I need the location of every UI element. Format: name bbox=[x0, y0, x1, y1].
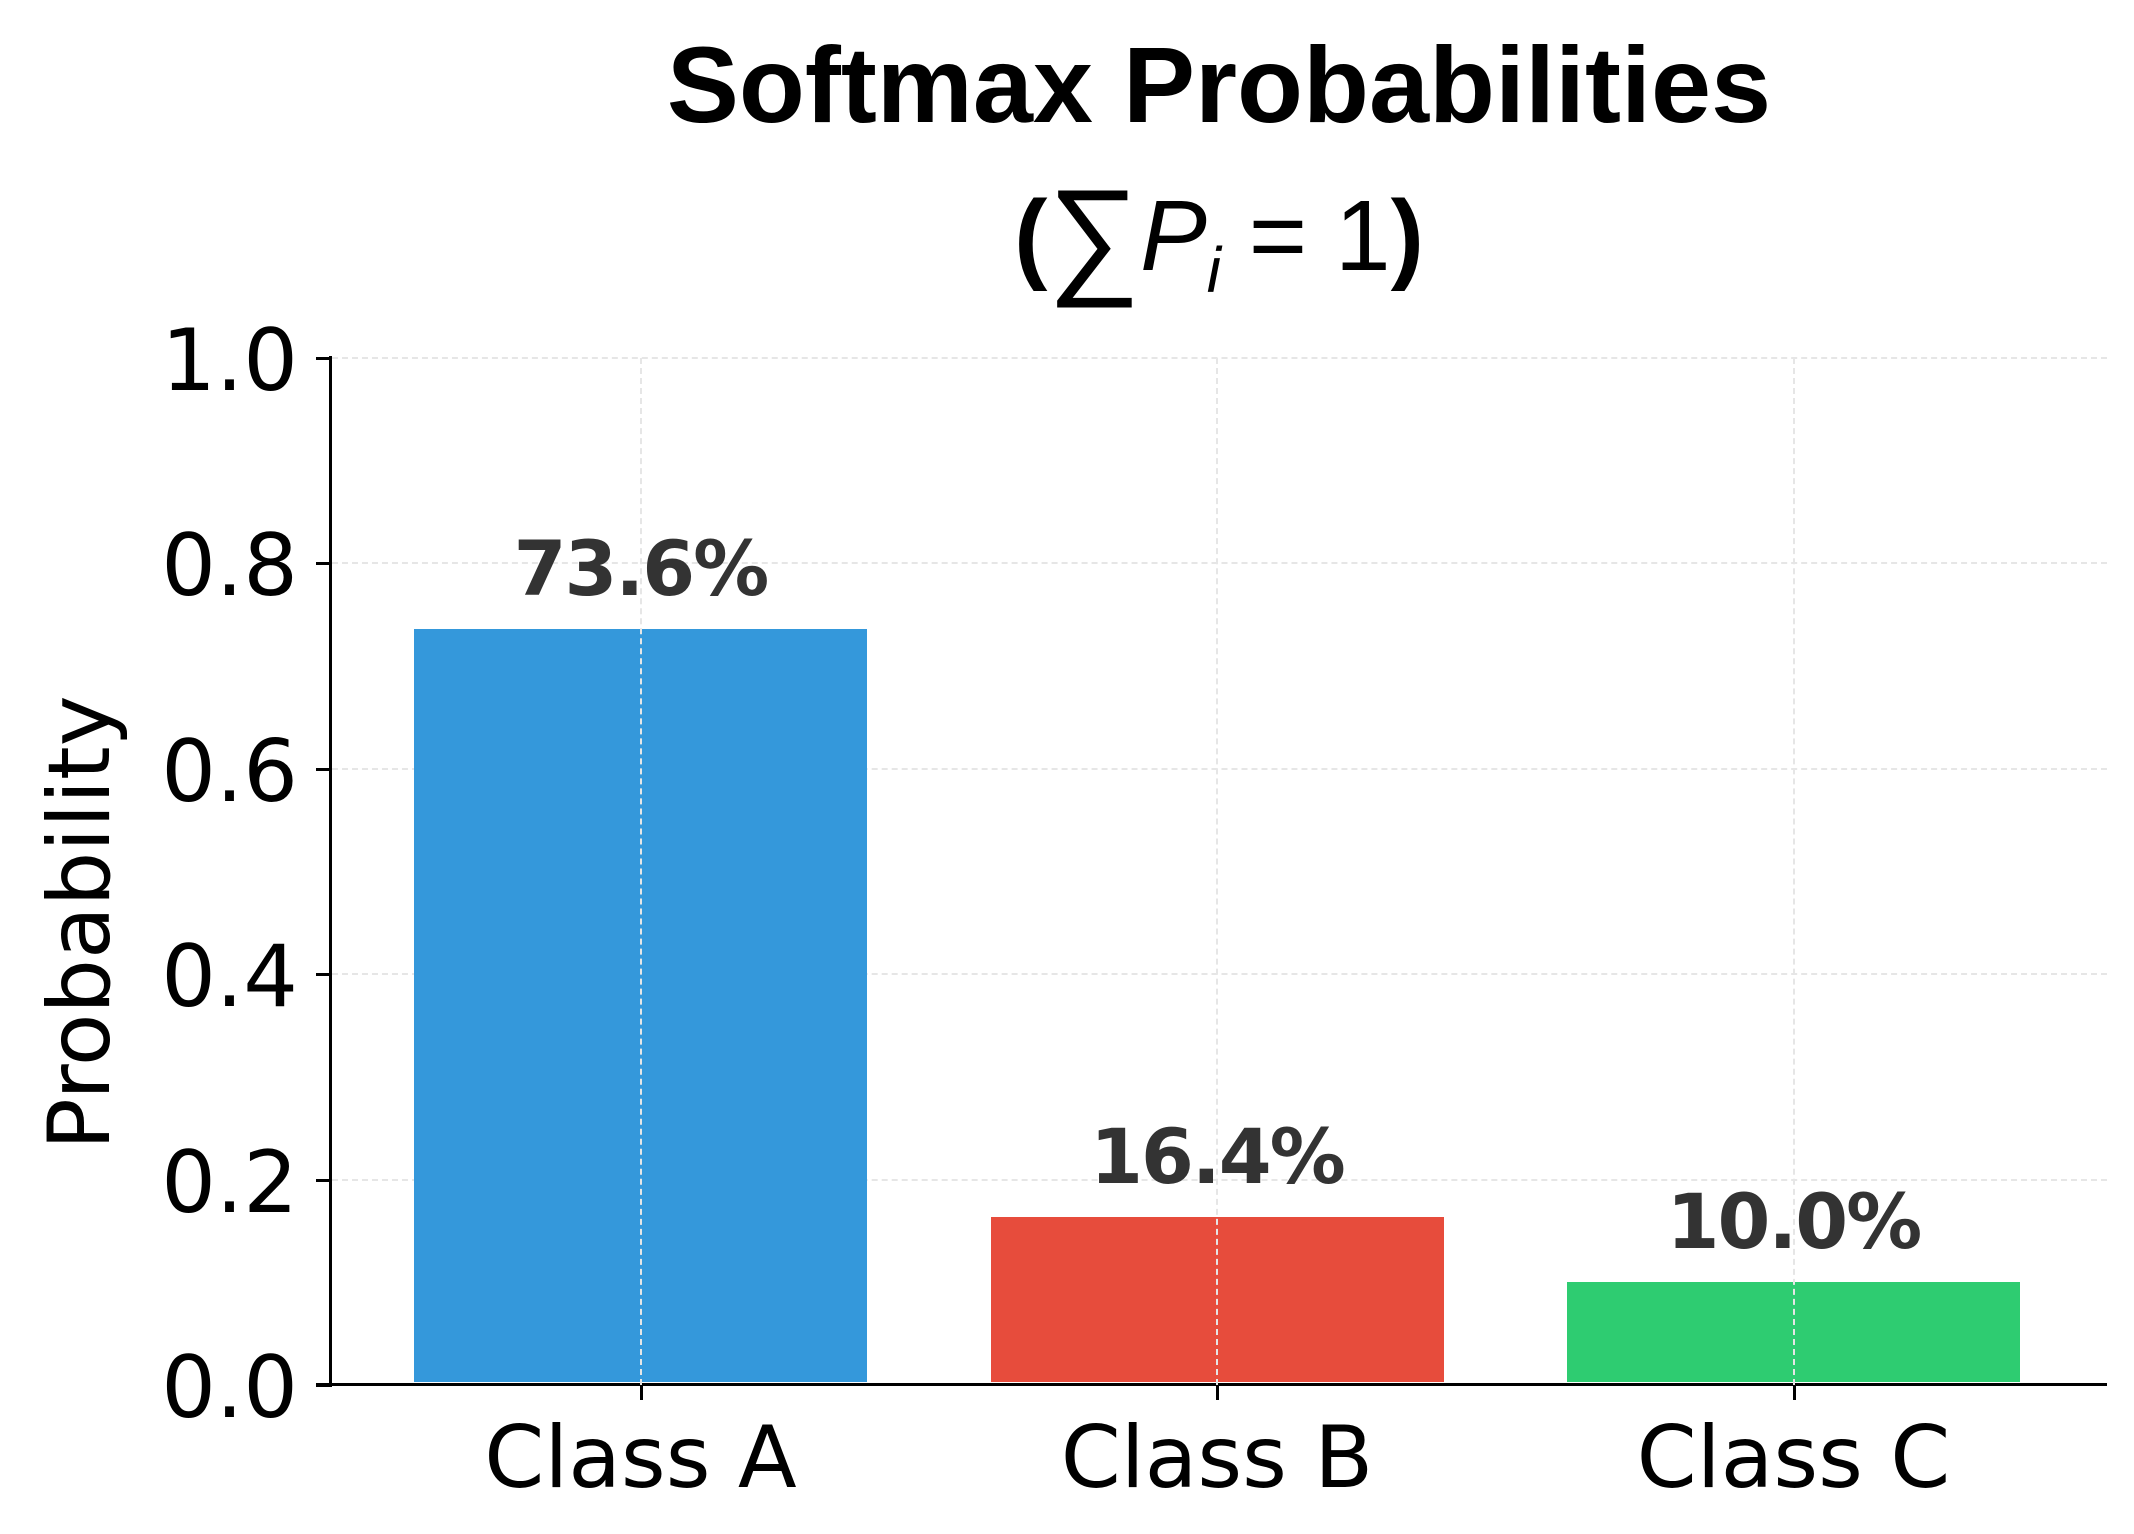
y-tick-label: 1.0 bbox=[161, 311, 298, 411]
subtitle-close-paren: ) bbox=[1390, 180, 1424, 292]
y-tick-label: 0.2 bbox=[161, 1132, 298, 1233]
x-tick bbox=[639, 1386, 643, 1400]
gridline-horizontal bbox=[332, 357, 2107, 359]
subtitle-variable: P bbox=[1140, 180, 1207, 292]
subtitle-open-paren: ( bbox=[1014, 180, 1048, 292]
gridline-horizontal bbox=[332, 973, 2107, 976]
bar-value-label: 16.4% bbox=[1090, 1111, 1346, 1201]
chart-title: Softmax Probabilities bbox=[666, 24, 1772, 145]
y-tick-label: 0.6 bbox=[161, 721, 298, 822]
gridline-horizontal bbox=[332, 1178, 2107, 1181]
x-tick-label: Class C bbox=[1636, 1408, 1951, 1508]
x-tick-label: Class B bbox=[1060, 1408, 1374, 1508]
gridline-horizontal bbox=[332, 767, 2107, 770]
gridline-vertical bbox=[1792, 358, 1795, 1385]
y-tick bbox=[316, 1384, 330, 1387]
y-tick bbox=[316, 973, 330, 977]
subtitle-equation: = 1 bbox=[1221, 180, 1391, 292]
y-tick-label: 0.0 bbox=[161, 1338, 298, 1438]
x-axis-line bbox=[316, 1383, 2107, 1386]
gridline-vertical bbox=[639, 358, 642, 1385]
bar-value-label: 10.0% bbox=[1666, 1177, 1923, 1267]
y-tick bbox=[316, 357, 330, 360]
y-axis-line bbox=[329, 356, 332, 1387]
y-tick bbox=[316, 562, 330, 566]
x-tick-label: Class A bbox=[484, 1408, 797, 1508]
gridline-vertical bbox=[1216, 358, 1218, 1385]
x-tick bbox=[1216, 1386, 1219, 1400]
y-tick bbox=[316, 767, 330, 771]
sigma-symbol: ∑ bbox=[1047, 162, 1141, 308]
y-tick bbox=[316, 1178, 330, 1182]
subtitle-subscript: i bbox=[1206, 234, 1221, 306]
chart-subtitle: (∑Pi = 1) bbox=[280, 160, 2134, 345]
gridline-horizontal bbox=[332, 562, 2107, 565]
y-tick-label: 0.4 bbox=[161, 927, 298, 1028]
x-tick bbox=[1792, 1386, 1796, 1400]
bar-value-label: 73.6% bbox=[513, 524, 770, 614]
y-tick-label: 0.8 bbox=[161, 516, 298, 617]
